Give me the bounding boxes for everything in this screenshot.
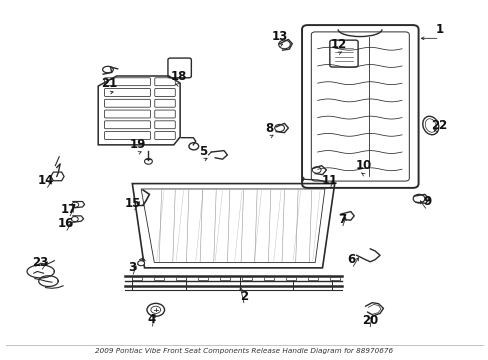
Text: 20: 20 — [361, 314, 377, 327]
Text: 5: 5 — [199, 145, 207, 158]
FancyBboxPatch shape — [285, 277, 295, 280]
Text: 2: 2 — [240, 290, 248, 303]
Text: 9: 9 — [422, 195, 430, 208]
Text: 11: 11 — [321, 174, 337, 187]
Text: 18: 18 — [170, 69, 186, 82]
FancyBboxPatch shape — [198, 277, 207, 280]
Text: 14: 14 — [38, 174, 54, 187]
Text: 8: 8 — [265, 122, 273, 135]
Text: 2009 Pontiac Vibe Front Seat Components Release Handle Diagram for 88970676: 2009 Pontiac Vibe Front Seat Components … — [95, 347, 393, 354]
FancyBboxPatch shape — [264, 277, 273, 280]
Text: 3: 3 — [128, 261, 136, 274]
FancyBboxPatch shape — [307, 277, 317, 280]
Text: 19: 19 — [130, 138, 146, 150]
FancyBboxPatch shape — [176, 277, 185, 280]
FancyBboxPatch shape — [242, 277, 251, 280]
Text: 7: 7 — [337, 213, 346, 226]
Text: 10: 10 — [355, 159, 371, 172]
Text: 17: 17 — [61, 203, 77, 216]
Text: 15: 15 — [125, 197, 141, 210]
Text: 23: 23 — [33, 256, 49, 269]
FancyBboxPatch shape — [329, 277, 339, 280]
Text: 22: 22 — [430, 119, 447, 132]
Circle shape — [138, 261, 144, 266]
FancyBboxPatch shape — [132, 277, 142, 280]
Text: 16: 16 — [57, 217, 74, 230]
Text: 12: 12 — [330, 38, 346, 51]
FancyBboxPatch shape — [154, 277, 163, 280]
Text: 21: 21 — [101, 77, 117, 90]
Text: 4: 4 — [147, 313, 156, 327]
Text: 6: 6 — [347, 253, 355, 266]
Text: 13: 13 — [271, 30, 287, 43]
Text: 1: 1 — [435, 23, 443, 36]
FancyBboxPatch shape — [220, 277, 229, 280]
